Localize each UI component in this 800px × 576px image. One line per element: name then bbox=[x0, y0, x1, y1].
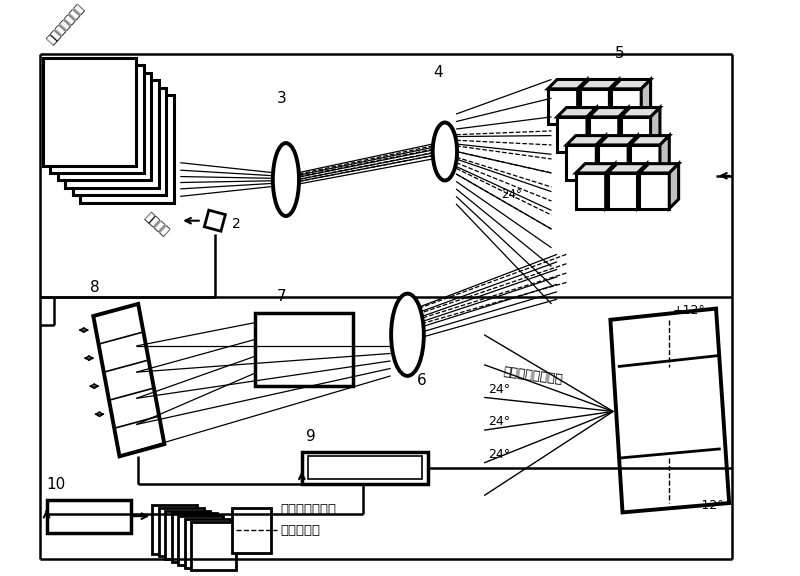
Ellipse shape bbox=[391, 294, 424, 376]
Polygon shape bbox=[548, 89, 578, 124]
Polygon shape bbox=[611, 79, 650, 89]
Text: 9: 9 bbox=[306, 429, 316, 444]
Text: +12°: +12° bbox=[673, 304, 706, 317]
Polygon shape bbox=[596, 135, 606, 180]
Text: 4: 4 bbox=[434, 65, 443, 79]
Polygon shape bbox=[566, 145, 596, 180]
Bar bbox=[152, 505, 197, 554]
Bar bbox=[302, 452, 428, 484]
Polygon shape bbox=[660, 135, 670, 180]
Polygon shape bbox=[94, 304, 164, 456]
Text: 连续变化的对象: 连续变化的对象 bbox=[45, 2, 87, 47]
Polygon shape bbox=[607, 164, 647, 173]
Text: 单个微镜放大光路: 单个微镜放大光路 bbox=[502, 365, 563, 386]
Text: 24°: 24° bbox=[488, 382, 510, 396]
Ellipse shape bbox=[433, 123, 457, 180]
Polygon shape bbox=[607, 173, 638, 209]
Polygon shape bbox=[611, 89, 642, 124]
Text: -12°: -12° bbox=[698, 499, 724, 511]
Polygon shape bbox=[589, 117, 619, 153]
Bar bbox=[178, 516, 223, 565]
Bar bbox=[172, 513, 217, 562]
Bar bbox=[58, 73, 151, 180]
Bar bbox=[66, 81, 158, 188]
Polygon shape bbox=[557, 108, 596, 117]
Text: 2: 2 bbox=[232, 217, 241, 232]
Polygon shape bbox=[576, 164, 615, 173]
Polygon shape bbox=[557, 117, 587, 153]
Polygon shape bbox=[670, 164, 678, 209]
Polygon shape bbox=[579, 79, 619, 89]
Polygon shape bbox=[619, 108, 628, 153]
Polygon shape bbox=[639, 173, 670, 209]
Polygon shape bbox=[628, 135, 638, 180]
Text: 时间分辨的连续
重建图像帧: 时间分辨的连续 重建图像帧 bbox=[280, 503, 336, 537]
Polygon shape bbox=[610, 79, 619, 124]
Polygon shape bbox=[606, 164, 615, 209]
Polygon shape bbox=[610, 309, 729, 513]
Polygon shape bbox=[579, 89, 610, 124]
Bar bbox=[232, 507, 271, 552]
Bar bbox=[50, 66, 144, 173]
Text: 6: 6 bbox=[417, 373, 426, 388]
Polygon shape bbox=[630, 135, 670, 145]
Polygon shape bbox=[548, 79, 587, 89]
Bar bbox=[191, 522, 236, 570]
Bar bbox=[43, 58, 136, 165]
Bar bbox=[46, 501, 130, 533]
Polygon shape bbox=[621, 108, 660, 117]
Bar bbox=[308, 456, 422, 479]
Text: 24°: 24° bbox=[488, 415, 510, 429]
Polygon shape bbox=[576, 173, 606, 209]
Text: 8: 8 bbox=[90, 280, 99, 295]
Polygon shape bbox=[642, 79, 650, 124]
Polygon shape bbox=[598, 145, 628, 180]
Text: 7: 7 bbox=[277, 289, 286, 304]
Text: 24°: 24° bbox=[501, 188, 522, 201]
Bar bbox=[80, 96, 174, 203]
Polygon shape bbox=[204, 210, 226, 231]
Bar bbox=[255, 313, 354, 386]
Polygon shape bbox=[589, 108, 628, 117]
Polygon shape bbox=[630, 145, 660, 180]
Text: 5: 5 bbox=[615, 46, 625, 61]
Polygon shape bbox=[587, 108, 596, 153]
Polygon shape bbox=[578, 79, 587, 124]
Polygon shape bbox=[621, 117, 650, 153]
Polygon shape bbox=[650, 108, 660, 153]
Text: 24°: 24° bbox=[488, 448, 510, 461]
Polygon shape bbox=[638, 164, 647, 209]
Polygon shape bbox=[566, 135, 606, 145]
Polygon shape bbox=[639, 164, 678, 173]
Bar bbox=[158, 507, 204, 556]
Text: 3: 3 bbox=[277, 91, 286, 106]
Bar bbox=[166, 510, 210, 559]
Bar bbox=[185, 519, 230, 567]
Text: 10: 10 bbox=[46, 477, 66, 492]
Text: 时间序列: 时间序列 bbox=[142, 210, 172, 239]
Ellipse shape bbox=[273, 143, 299, 216]
Bar bbox=[73, 88, 166, 195]
Polygon shape bbox=[598, 135, 638, 145]
